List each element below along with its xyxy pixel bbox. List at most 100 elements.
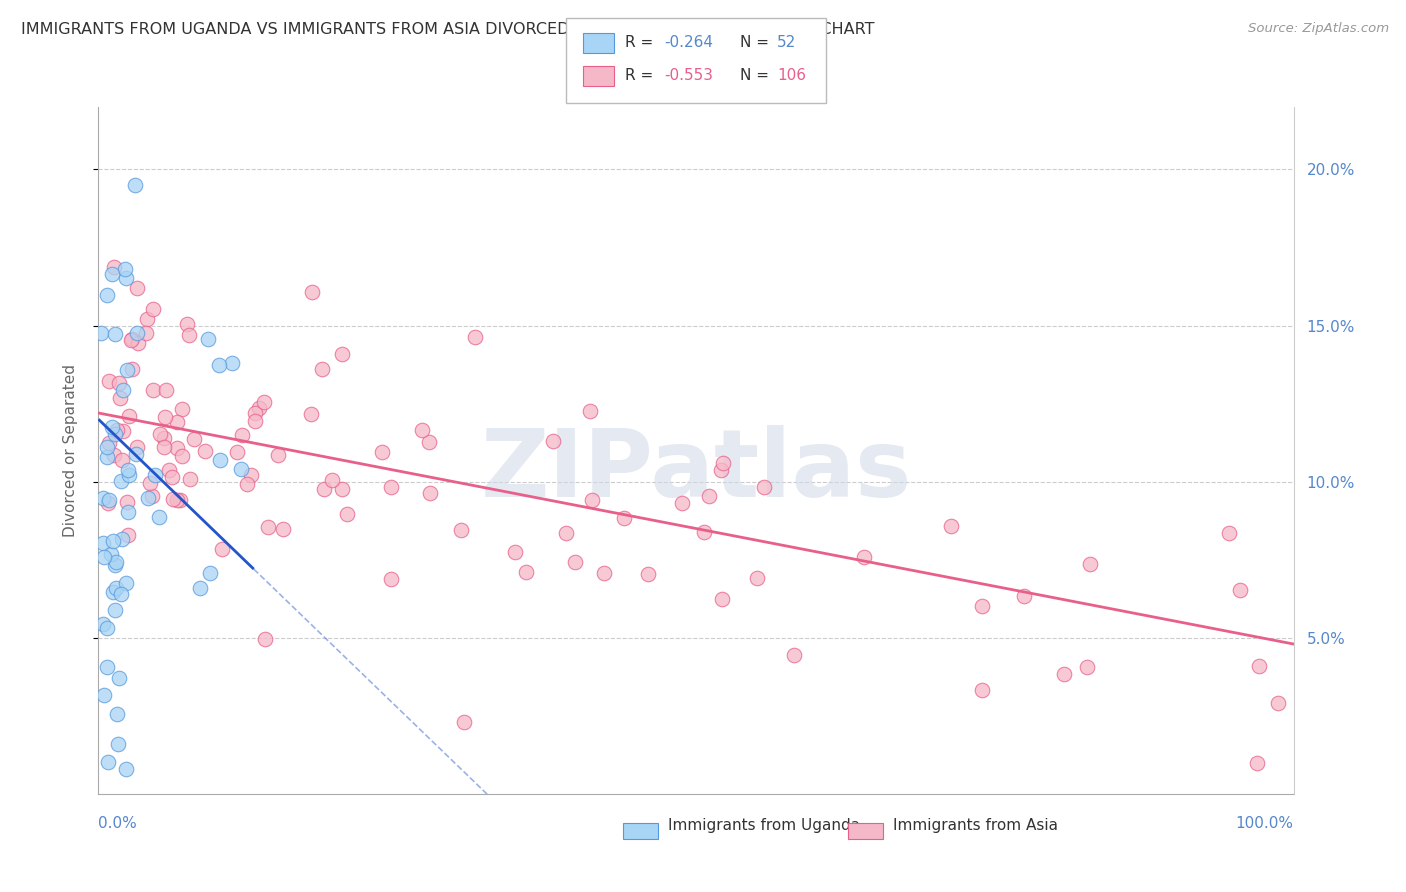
Point: [96, 288, 118, 302]
Point: [693, 525, 716, 540]
Point: [299, 407, 322, 421]
Point: [142, 301, 165, 316]
Point: [111, 383, 134, 397]
Point: [1246, 756, 1268, 770]
Point: [505, 545, 527, 559]
Point: [710, 463, 733, 477]
Text: N =: N =: [741, 69, 775, 83]
Point: [176, 317, 198, 331]
Point: [671, 496, 693, 510]
Point: [120, 333, 142, 347]
Point: [115, 762, 138, 776]
Point: [211, 541, 233, 556]
Point: [177, 327, 200, 342]
Point: [188, 581, 211, 595]
Point: [380, 480, 402, 494]
Point: [107, 737, 129, 751]
Point: [371, 444, 394, 458]
Point: [253, 632, 276, 646]
Point: [166, 415, 188, 429]
Point: [852, 550, 875, 565]
Text: R =: R =: [626, 69, 658, 83]
Point: [117, 528, 139, 542]
Point: [110, 587, 132, 601]
Text: IMMIGRANTS FROM UGANDA VS IMMIGRANTS FROM ASIA DIVORCED OR SEPARATED CORRELATION: IMMIGRANTS FROM UGANDA VS IMMIGRANTS FRO…: [21, 22, 875, 37]
Point: [613, 511, 636, 525]
Point: [1218, 526, 1240, 541]
Point: [103, 448, 125, 462]
Point: [464, 329, 486, 343]
Point: [121, 332, 143, 346]
Point: [101, 420, 124, 434]
Point: [1076, 660, 1098, 674]
Point: [125, 440, 148, 454]
Point: [98, 374, 121, 388]
Point: [197, 332, 219, 346]
Point: [745, 571, 768, 585]
Point: [139, 475, 162, 490]
Point: [90, 326, 112, 340]
Point: [1078, 558, 1101, 572]
Point: [332, 482, 354, 496]
Point: [125, 447, 148, 461]
Point: [1267, 696, 1289, 710]
Point: [110, 391, 132, 405]
Point: [97, 435, 120, 450]
Point: [711, 456, 734, 470]
Point: [245, 414, 267, 428]
Point: [266, 448, 288, 462]
Point: [301, 285, 323, 300]
Point: [253, 394, 276, 409]
Point: [118, 409, 141, 423]
Point: [194, 444, 217, 458]
Text: Immigrants from Asia: Immigrants from Asia: [893, 818, 1057, 832]
Text: -0.264: -0.264: [665, 36, 713, 50]
Text: 106: 106: [778, 69, 806, 83]
Point: [153, 431, 176, 445]
Y-axis label: Divorced or Separated: Divorced or Separated: [63, 364, 77, 537]
Point: [117, 505, 139, 519]
Point: [148, 509, 170, 524]
Point: [332, 347, 354, 361]
Point: [419, 485, 441, 500]
Point: [125, 280, 148, 294]
Point: [91, 491, 114, 506]
Point: [236, 477, 259, 491]
Point: [183, 432, 205, 446]
Text: 100.0%: 100.0%: [1236, 816, 1294, 831]
Point: [157, 463, 180, 477]
Point: [96, 450, 118, 465]
Point: [110, 474, 132, 488]
Point: [240, 468, 263, 483]
Point: [515, 565, 537, 579]
Point: [153, 440, 176, 454]
Point: [104, 603, 127, 617]
Point: [105, 423, 128, 437]
Point: [91, 617, 114, 632]
Point: [104, 581, 127, 595]
Point: [115, 363, 138, 377]
Point: [314, 482, 336, 496]
Point: [271, 522, 294, 536]
Point: [166, 441, 188, 455]
Point: [257, 520, 280, 534]
Point: [697, 489, 720, 503]
Point: [103, 260, 125, 274]
Point: [125, 326, 148, 341]
Point: [108, 376, 131, 390]
Point: [972, 683, 994, 698]
Text: Source: ZipAtlas.com: Source: ZipAtlas.com: [1249, 22, 1389, 36]
Point: [321, 473, 343, 487]
Point: [170, 450, 193, 464]
Point: [541, 434, 564, 449]
Point: [169, 493, 191, 508]
Point: [450, 523, 472, 537]
Point: [142, 384, 165, 398]
Point: [135, 326, 157, 340]
Text: N =: N =: [741, 36, 775, 50]
Point: [555, 525, 578, 540]
Point: [711, 591, 734, 606]
Point: [179, 472, 201, 486]
Point: [1012, 589, 1035, 603]
Point: [153, 409, 176, 424]
